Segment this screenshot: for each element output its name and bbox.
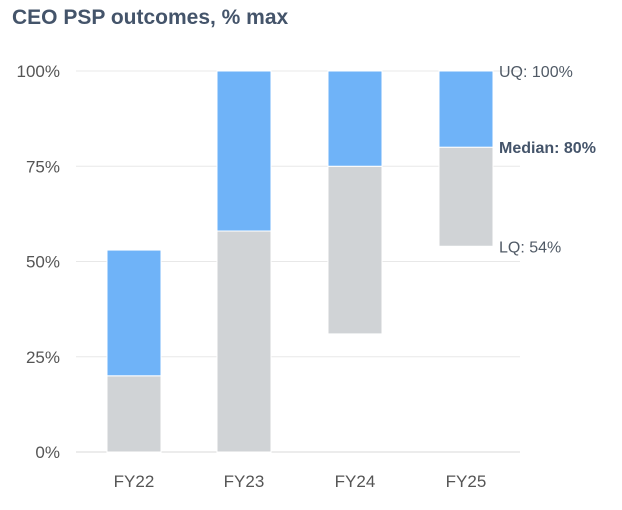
y-tick-label: 75% bbox=[26, 157, 60, 176]
bar-segment-fy23-lower bbox=[216, 230, 272, 453]
bar-segment-fy25-upper bbox=[438, 70, 494, 148]
annotation-label: Median: 80% bbox=[499, 140, 596, 157]
y-axis-ticks: 0% 25% 50% 75% 100% bbox=[17, 62, 60, 462]
y-tick-label: 50% bbox=[26, 253, 60, 272]
bar-segment-fy22-lower bbox=[106, 375, 162, 453]
bar-segment-fy24-upper bbox=[327, 70, 383, 167]
x-tick-label: FY24 bbox=[335, 472, 376, 491]
x-tick-label: FY22 bbox=[114, 472, 155, 491]
y-tick-label: 100% bbox=[17, 62, 60, 81]
annotation-label: UQ: 100% bbox=[499, 64, 573, 81]
y-tick-label: 0% bbox=[35, 443, 60, 462]
annotations: UQ: 100% Median: 80% LQ: 54% bbox=[499, 64, 596, 256]
bars bbox=[106, 70, 494, 453]
x-tick-label: FY23 bbox=[224, 472, 265, 491]
chart-title: CEO PSP outcomes, % max bbox=[12, 6, 289, 29]
bar-segment-fy22-upper bbox=[106, 249, 162, 377]
annotation-label: LQ: 54% bbox=[499, 239, 561, 256]
y-tick-label: 25% bbox=[26, 348, 60, 367]
bar-segment-fy23-upper bbox=[216, 70, 272, 232]
bar-segment-fy24-lower bbox=[327, 165, 383, 335]
bar-segment-fy25-lower bbox=[438, 146, 494, 247]
x-axis-ticks: FY22 FY23 FY24 FY25 bbox=[114, 472, 487, 491]
x-tick-label: FY25 bbox=[446, 472, 487, 491]
